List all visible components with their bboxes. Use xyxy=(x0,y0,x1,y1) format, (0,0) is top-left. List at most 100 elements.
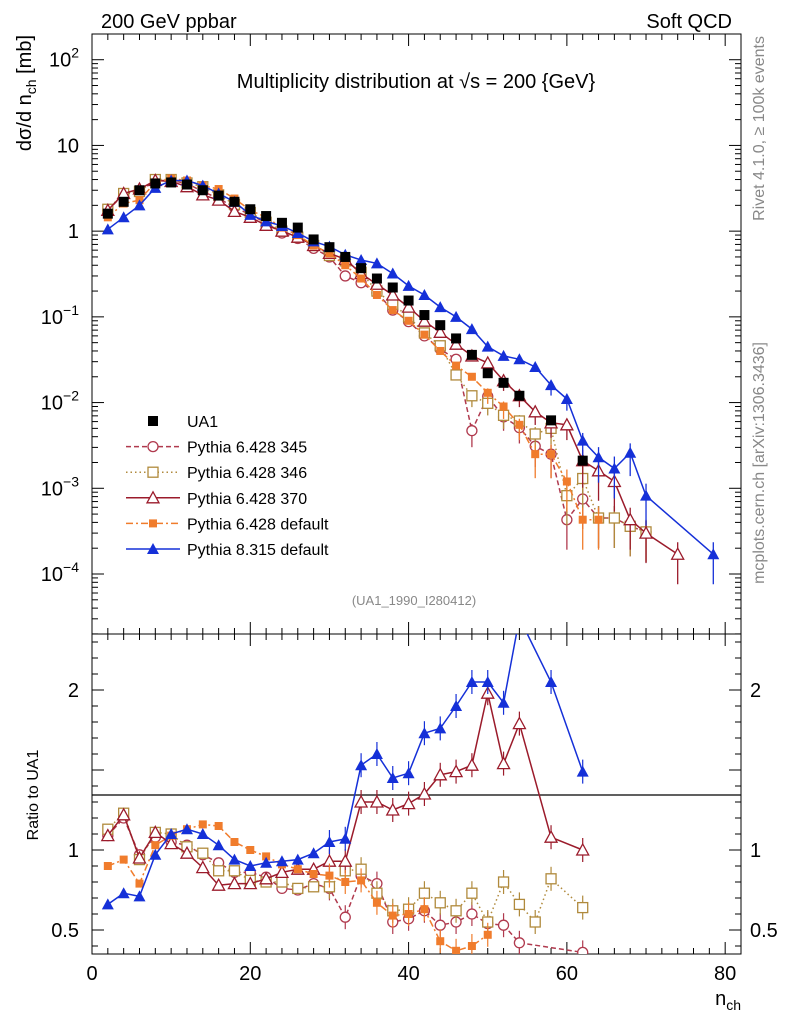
main-point-pythia-6-428-370 xyxy=(448,336,464,350)
data-point-ua1 xyxy=(150,178,161,189)
ratio-point-pythia-6-428-default xyxy=(214,822,223,830)
main-point-pythia-6-428-default xyxy=(388,306,397,315)
main-point-pythia-6-428-346 xyxy=(450,369,462,381)
legend-label: Pythia 6.428 346 xyxy=(187,465,307,482)
main-point-pythia-6-428-default xyxy=(404,316,413,325)
main-point-pythia-6-428-346 xyxy=(466,390,478,402)
main-point-pythia-8-315-default xyxy=(386,267,399,279)
legend-marker xyxy=(147,543,159,554)
ratio-point-pythia-6-428-370 xyxy=(448,764,464,778)
x-tick-labels: 0 20 40 60 80 xyxy=(86,963,736,985)
header-right: Soft QCD xyxy=(646,11,732,33)
ratio-point-pythia-6-428-370 xyxy=(385,802,400,816)
ratio-y-ticks: 0.5 0.5 1 1 2 2 xyxy=(51,641,778,947)
chart-title: Multiplicity distribution at √s = 200 {G… xyxy=(237,71,596,93)
ratio-panel-frame xyxy=(91,633,742,955)
data-point-ua1 xyxy=(371,273,382,284)
main-point-pythia-8-315-default xyxy=(624,446,637,458)
legend-label: Pythia 6.428 345 xyxy=(187,440,307,457)
main-x-ticks xyxy=(91,34,742,634)
ratio-y-tick-label-right: 1 xyxy=(750,840,761,862)
data-point-ua1 xyxy=(435,320,446,331)
ratio-point-pythia-8-315-default xyxy=(481,676,494,687)
ratio-point-pythia-8-315-default xyxy=(323,836,336,847)
ratio-y-tick-label: 0.5 xyxy=(51,920,79,942)
ratio-point-pythia-6-428-346 xyxy=(450,905,462,917)
main-point-pythia-8-315-default xyxy=(576,434,589,446)
ratio-point-pythia-6-428-370 xyxy=(338,853,353,867)
ratio-point-pythia-6-428-346 xyxy=(276,876,288,888)
main-point-pythia-6-428-default xyxy=(341,261,350,270)
main-point-pythia-6-428-default xyxy=(372,290,381,299)
data-point-ua1 xyxy=(387,282,398,293)
ratio-point-pythia-6-428-default xyxy=(467,942,476,950)
data-point-ua1 xyxy=(514,390,525,401)
ratio-point-pythia-8-315-default xyxy=(370,748,383,759)
ratio-point-pythia-6-428-370 xyxy=(148,825,163,839)
ratio-point-pythia-6-428-370 xyxy=(227,876,242,890)
ratio-line-pythia-6-428-345 xyxy=(107,816,583,954)
ratio-point-pythia-6-428-370 xyxy=(195,860,210,874)
main-point-pythia-8-315-default xyxy=(545,379,558,391)
ratio-point-pythia-6-428-default xyxy=(341,878,350,886)
data-point-ua1 xyxy=(577,455,588,466)
ratio-point-pythia-8-315-default xyxy=(545,676,558,687)
main-y-tick-label: 1 xyxy=(68,221,79,243)
ratio-point-pythia-6-428-370 xyxy=(100,828,115,842)
main-y-ticks: 102 10 1 10−1 10−2 10−3 10−4 xyxy=(41,45,741,635)
ratio-point-pythia-8-315-default xyxy=(149,848,162,860)
x-tick-label: 40 xyxy=(397,963,419,985)
analysis-label: (UA1_1990_I280412) xyxy=(352,593,476,608)
ratio-point-pythia-6-428-default xyxy=(103,862,112,870)
main-point-pythia-6-428-default xyxy=(562,477,571,486)
data-point-ua1 xyxy=(498,377,509,388)
ratio-point-pythia-6-428-345 xyxy=(513,937,526,949)
data-point-ua1 xyxy=(451,333,462,344)
main-point-pythia-8-315-default xyxy=(497,349,510,361)
main-point-pythia-8-315-default xyxy=(450,310,463,322)
main-series-ua1 xyxy=(102,177,588,466)
ratio-point-pythia-6-428-370 xyxy=(259,871,274,885)
main-point-pythia-6-428-370 xyxy=(385,287,400,301)
ratio-point-pythia-6-428-370 xyxy=(575,842,590,856)
data-point-ua1 xyxy=(245,204,256,215)
ratio-point-pythia-6-428-346 xyxy=(212,865,225,877)
ratio-point-pythia-8-315-default xyxy=(497,696,510,708)
ratio-point-pythia-6-428-370 xyxy=(354,794,369,808)
legend-marker xyxy=(148,416,158,426)
data-point-ua1 xyxy=(276,217,287,228)
data-point-ua1 xyxy=(213,190,224,201)
main-point-pythia-6-428-default xyxy=(578,515,587,524)
ratio-point-pythia-8-315-default xyxy=(434,722,447,734)
ratio-point-pythia-8-315-default xyxy=(275,855,288,867)
ratio-point-pythia-6-428-370 xyxy=(401,796,416,810)
main-point-pythia-8-315-default xyxy=(402,279,415,291)
main-point-pythia-6-428-345 xyxy=(466,425,478,437)
data-point-ua1 xyxy=(482,368,493,379)
main-point-pythia-6-428-default xyxy=(452,361,461,370)
ratio-point-pythia-6-428-370 xyxy=(132,850,147,864)
legend-item-pythia-6-428-default: Pythia 6.428 default xyxy=(126,516,329,533)
main-point-pythia-6-428-370 xyxy=(369,276,385,290)
data-point-ua1 xyxy=(324,242,335,253)
data-point-ua1 xyxy=(181,179,192,190)
main-series-layer xyxy=(100,173,720,585)
ratio-point-pythia-6-428-346 xyxy=(497,876,510,888)
main-point-pythia-6-428-default xyxy=(594,515,603,524)
main-panel: 102 10 1 10−1 10−2 10−3 10−4 Multiplicity dist… xyxy=(41,33,742,635)
data-point-ua1 xyxy=(546,415,557,426)
main-point-pythia-6-428-370 xyxy=(227,204,242,218)
ratio-point-pythia-6-428-default xyxy=(452,946,461,954)
main-point-pythia-6-428-370 xyxy=(559,417,574,431)
ratio-point-pythia-8-315-default xyxy=(339,832,352,844)
ratio-x-ticks xyxy=(91,634,742,954)
ratio-point-pythia-8-315-default xyxy=(465,676,478,687)
ratio-point-pythia-6-428-default xyxy=(372,898,381,907)
ratio-series-pythia-8-315-default xyxy=(101,634,589,910)
ratio-point-pythia-6-428-345 xyxy=(434,919,446,931)
ratio-point-pythia-8-315-default xyxy=(165,828,178,839)
data-point-ua1 xyxy=(118,196,129,207)
ratio-point-pythia-8-315-default xyxy=(418,727,431,739)
ratio-point-pythia-8-315-default xyxy=(180,823,193,835)
